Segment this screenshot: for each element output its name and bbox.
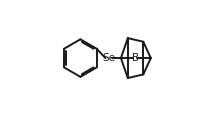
Text: B: B (132, 53, 139, 63)
Text: Se: Se (102, 53, 115, 63)
